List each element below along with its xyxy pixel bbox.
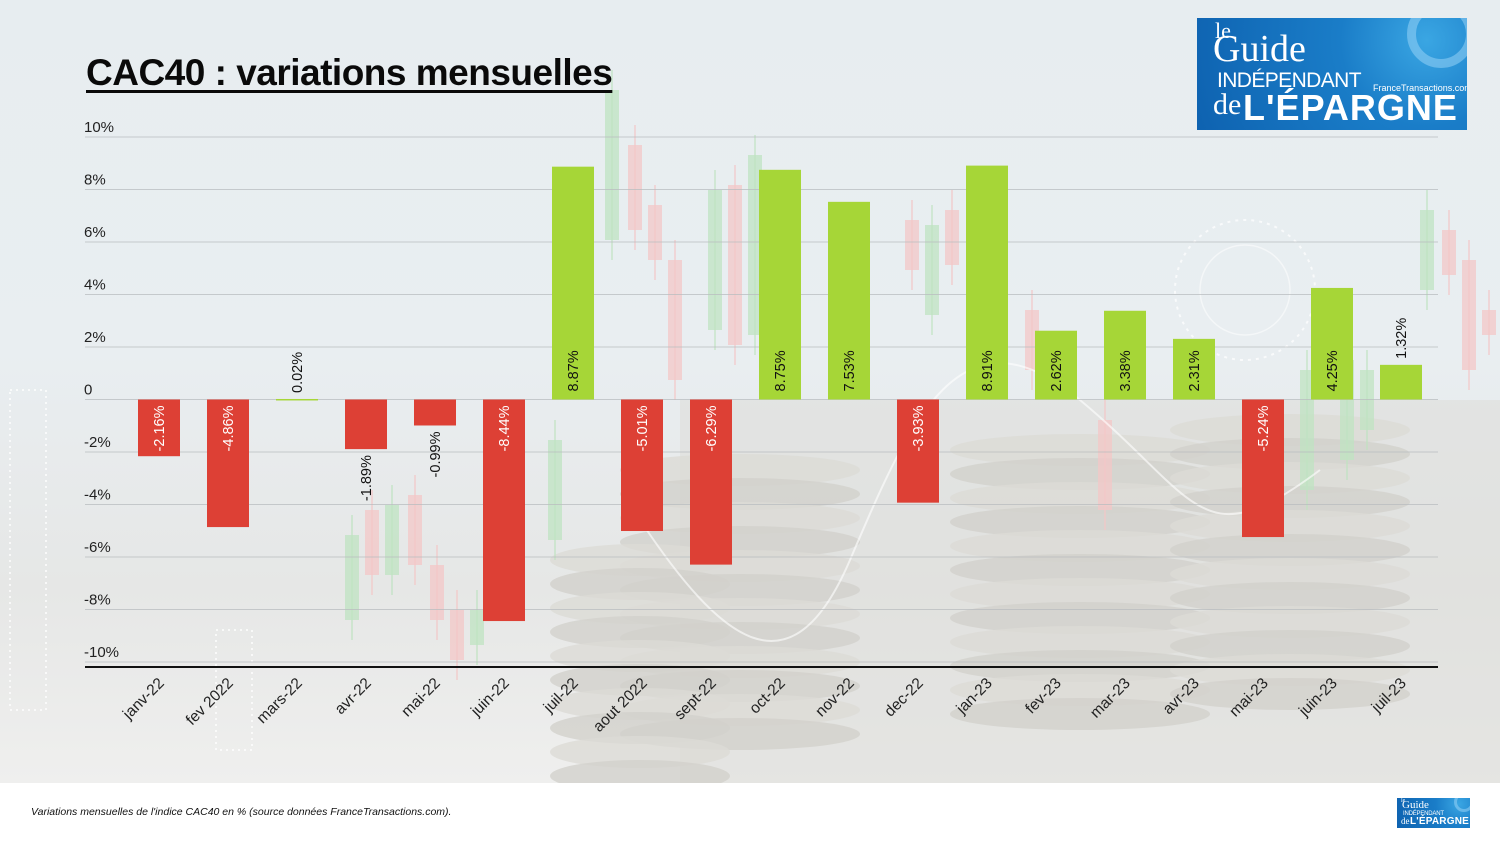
data-label: -5.24% [1256,405,1272,451]
x-tick-label: aout 2022 [590,675,651,736]
data-label: -4.86% [221,405,237,451]
x-tick-label: fev-23 [1022,675,1064,717]
data-label: 4.25% [1325,350,1341,391]
footer-logo-text-independant: INDÉPENDANT [1403,811,1444,817]
data-label: -2.16% [152,405,168,451]
chart-title: CAC40 : variations mensuelles [86,52,613,93]
data-label: 0.02% [290,352,306,393]
y-tick-label: 10% [84,119,114,136]
data-label: 7.53% [842,350,858,391]
source-caption: Variations mensuelles de l'indice CAC40 … [31,806,452,818]
x-tick-label: juil-22 [540,675,582,717]
data-label: 3.38% [1118,350,1134,391]
data-label: -3.93% [911,405,927,451]
bar[interactable] [207,399,249,528]
bar-chart: 10% 8% 6% 4% 2% 0 -2% -4% -6% -8% -10% -2.16% -4.86… [84,119,1438,736]
bar[interactable] [897,399,939,503]
x-tick-label: avr-23 [1160,675,1203,718]
y-axis-ticks: 10% 8% 6% 4% 2% 0 -2% -4% -6% -8% -10% [84,119,119,661]
footer-logo-text-de: de [1401,816,1410,826]
chart-panel: 10% 8% 6% 4% 2% 0 -2% -4% -6% -8% -10% -2.16% -4.86… [0,0,1500,783]
bar[interactable] [621,399,663,532]
footer-logo[interactable]: le Guide INDÉPENDANT FranceTransactions.… [1397,798,1470,828]
bar[interactable] [690,399,732,565]
x-tick-label: avr-22 [332,675,375,718]
x-tick-label: mars-22 [254,675,306,727]
logo-text-site: FranceTransactions.com [1373,83,1467,93]
y-tick-label: -4% [84,487,111,504]
data-label: 8.91% [980,350,996,391]
x-tick-label: fev 2022 [183,675,237,729]
x-tick-label: mai-23 [1226,675,1272,721]
bar[interactable] [1035,330,1077,400]
bar[interactable] [552,166,594,400]
y-tick-label: 8% [84,172,106,189]
data-label: 8.87% [566,350,582,391]
logo-text-independant: INDÉPENDANT [1217,69,1362,92]
data-label: -6.29% [704,405,720,451]
logo-text-guide: Guide [1213,28,1306,70]
bar[interactable] [1173,338,1215,400]
x-tick-label: janv-22 [119,675,168,724]
logo-text-epargne: L'ÉPARGNE [1243,87,1458,128]
y-tick-label: -10% [84,644,119,661]
bar[interactable] [414,399,456,426]
y-tick-label: 0 [84,382,92,399]
x-tick-label: mai-22 [398,675,444,721]
x-tick-label: oct-22 [746,675,788,717]
bar[interactable] [828,201,870,400]
x-tick-label: juin-22 [467,675,513,721]
site-logo[interactable]: le Guide INDÉPENDANT FranceTransactions.… [1197,18,1467,130]
y-tick-label: 6% [84,224,106,241]
bar[interactable] [1104,310,1146,400]
x-tick-label: dec-22 [881,675,927,721]
data-label: -1.89% [359,455,375,501]
data-label: 8.75% [773,350,789,391]
data-label: -8.44% [497,405,513,451]
x-tick-label: juil-23 [1368,675,1410,717]
y-tick-label: 4% [84,277,106,294]
logo-text-le: le [1215,18,1231,43]
bar[interactable] [276,398,318,401]
footer-logo-text-epargne: L'ÉPARGNE [1410,816,1469,827]
bar[interactable] [138,399,180,457]
data-label: 2.31% [1187,350,1203,391]
footer-logo-text-guide: Guide [1402,799,1429,811]
data-label: 2.62% [1049,350,1065,391]
y-tick-label: -2% [84,434,111,451]
data-label: -5.01% [635,405,651,451]
y-tick-label: -8% [84,592,111,609]
bar[interactable] [1311,287,1353,400]
x-tick-label: mar-23 [1087,675,1134,722]
bar[interactable] [483,399,525,622]
logo-ring-icon [1407,18,1467,68]
bar[interactable] [1380,364,1422,400]
bar[interactable] [345,399,387,450]
bar[interactable] [966,165,1008,400]
logo-text-de: de [1213,88,1242,121]
data-labels: -2.16% -4.86% 0.02% -1.89% -0.99% -8.44% 8.87%… [152,318,1410,501]
bar[interactable] [759,169,801,400]
y-tick-label: -6% [84,539,111,556]
x-tick-label: juin-23 [1295,675,1341,721]
background-decoration [345,70,1500,783]
data-label: 1.32% [1394,318,1410,359]
footer-logo-text-le: le [1401,798,1406,804]
x-tick-label: jan-23 [953,675,996,718]
data-label: -0.99% [428,431,444,477]
bar[interactable] [1242,399,1284,538]
y-tick-label: 2% [84,329,106,346]
x-tick-label: sept-22 [671,675,720,724]
x-axis-ticks: janv-22 fev 2022 mars-22 avr-22 mai-22 juin-2… [119,675,1410,736]
footer-logo-ring-icon [1454,798,1470,812]
x-tick-label: nov-22 [812,675,858,721]
bars [138,165,1422,622]
